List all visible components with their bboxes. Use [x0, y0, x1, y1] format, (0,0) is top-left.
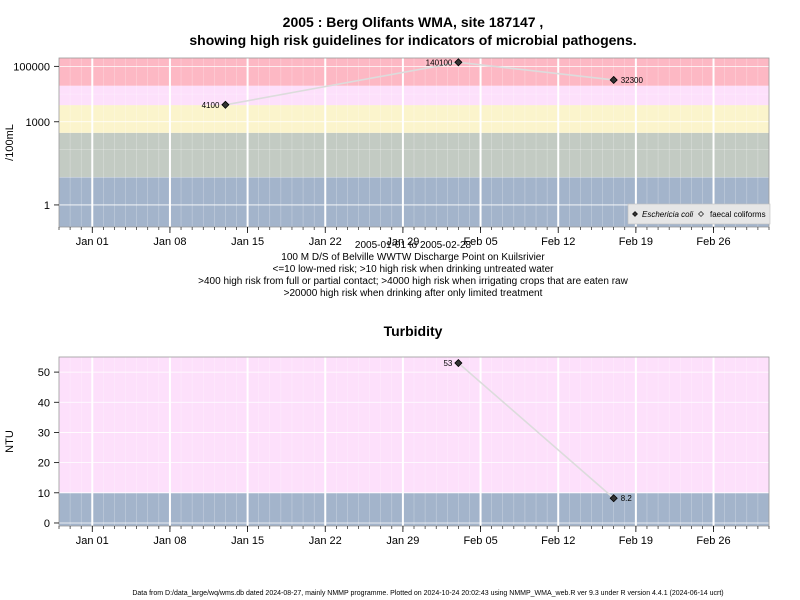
coli-x-tick-label: Jan 15	[231, 236, 264, 248]
coli-x-tick-label: Jan 08	[153, 236, 186, 248]
coli-x-tick-label: Jan 29	[386, 236, 419, 248]
turbidity-y-axis-label: NTU	[4, 430, 16, 453]
turbidity-data-label: 53	[443, 359, 452, 368]
coli-data-point	[609, 75, 618, 85]
turbidity-y-tick-label: 20	[38, 458, 50, 470]
turbidity-x-tick-label: Jan 22	[309, 535, 342, 547]
turbidity-x-tick-label: Jan 01	[76, 535, 109, 547]
coli-data-point	[221, 100, 230, 109]
turbidity-x-tick-label: Jan 15	[231, 535, 264, 547]
turbidity-x-tick-label: Feb 26	[696, 535, 730, 547]
turbidity-y-tick-label: 30	[38, 427, 50, 439]
coli-data-label: 4100	[202, 101, 220, 110]
turbidity-series-line	[457, 362, 615, 499]
coli-y-tick-label: 1000	[26, 117, 50, 129]
turbidity-y-tick-label: 10	[38, 488, 50, 500]
legend-marker-e-coli	[632, 211, 638, 217]
coli-x-tick-label: Feb 12	[541, 236, 575, 248]
coli-y-tick-label: 100000	[13, 61, 50, 73]
chart-title-line-2: showing high risk guidelines for indicat…	[189, 32, 636, 48]
turbidity-y-tick-label: 40	[38, 397, 50, 409]
turbidity-x-tick-label: Feb 05	[463, 535, 497, 547]
coli-x-tick-label: Jan 22	[309, 236, 342, 248]
legend-label-e-coli: Eschericia coli	[642, 210, 693, 219]
footer-note: Data from D:/data_large/wq/wms.db dated …	[132, 590, 723, 597]
caption-line: <=10 low-med risk; >10 high risk when dr…	[273, 264, 555, 275]
caption-line: 2005-01-01 to 2005-02-28	[355, 240, 472, 251]
turbidity-y-tick-label: 50	[38, 367, 50, 379]
legend-marker-faecal-coliforms	[698, 211, 704, 217]
caption-line: 100 M D/S of Belville WWTW Discharge Poi…	[281, 252, 545, 263]
coli-x-tick-label: Feb 05	[463, 236, 497, 248]
turbidity-data-label: 8.2	[621, 494, 633, 503]
turbidity-y-tick-label: 0	[44, 518, 50, 530]
coli-x-tick-label: Feb 19	[619, 236, 653, 248]
coli-y-axis-label: /100mL	[4, 124, 16, 161]
turbidity-x-tick-label: Feb 12	[541, 535, 575, 547]
coli-data-point	[454, 58, 463, 67]
coli-x-tick-label: Jan 01	[76, 236, 109, 248]
coli-y-tick-label: 1	[44, 200, 50, 212]
chart-title-line-1: 2005 : Berg Olifants WMA, site 187147 ,	[283, 14, 544, 30]
turbidity-data-point	[454, 358, 463, 368]
turbidity-panel-title: Turbidity	[384, 323, 443, 339]
turbidity-x-tick-label: Feb 19	[619, 535, 653, 547]
caption-line: >400 high risk from full or partial cont…	[198, 276, 628, 287]
legend-box	[627, 203, 771, 225]
coli-data-label: 140100	[426, 58, 453, 67]
coli-x-tick-label: Feb 26	[696, 236, 730, 248]
caption-line: >20000 high risk when drinking after onl…	[284, 288, 543, 299]
turbidity-x-tick-label: Jan 08	[153, 535, 186, 547]
turbidity-data-point	[609, 494, 618, 503]
turbidity-x-tick-label: Jan 29	[386, 535, 419, 547]
legend-label-faecal-coliforms: faecal coliforms	[710, 210, 766, 219]
coli-data-label: 32300	[621, 76, 644, 85]
